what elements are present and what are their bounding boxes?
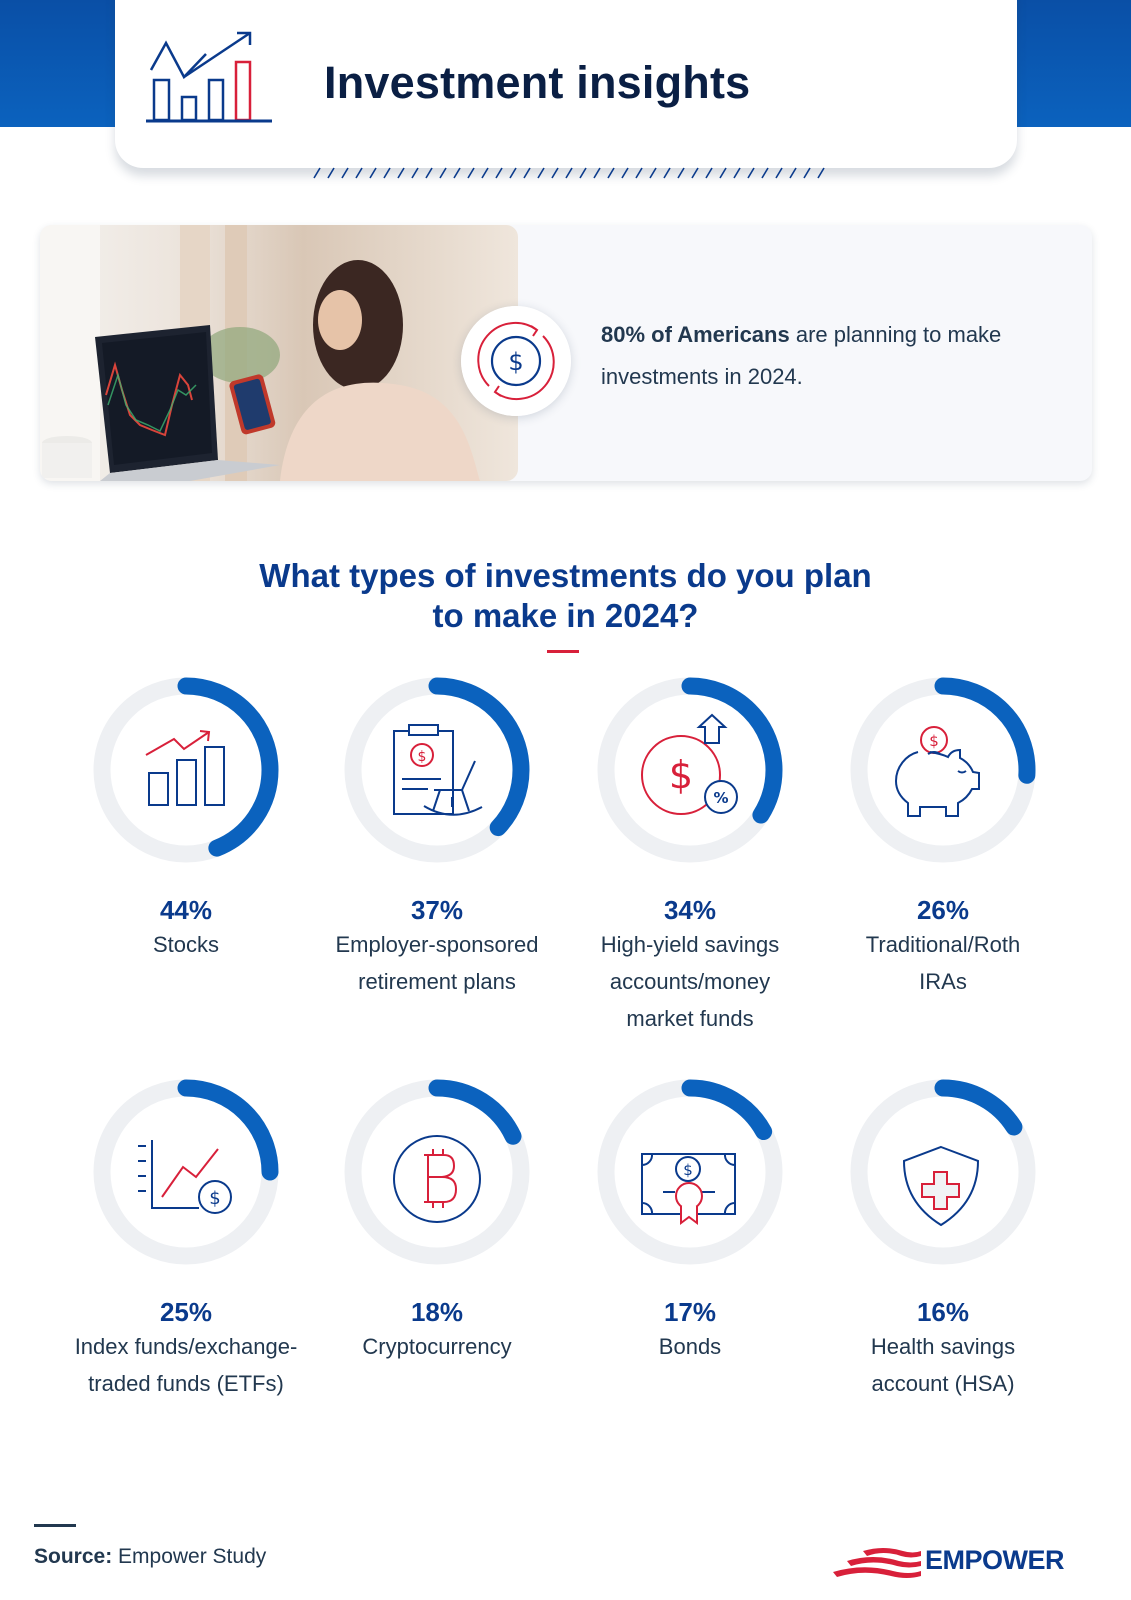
section-title: What types of investments do you plan to…	[0, 556, 1131, 636]
page-title: Investment insights	[324, 57, 751, 108]
bar-chart-growth-icon	[145, 730, 225, 806]
stat-percent: 25%	[159, 1297, 213, 1327]
stat-iras: 26% Traditional/Roth IRAs	[808, 894, 1078, 1000]
savings-interest-icon: $ %	[641, 713, 738, 815]
stat-label: Index funds/exchange-traded funds (ETFs)	[74, 1334, 298, 1396]
section-title-line1: What types of investments do you plan	[259, 557, 872, 594]
brand-name: EMPOWER	[925, 1545, 1065, 1575]
stat-label: High-yield savings accounts/money market…	[600, 932, 780, 1031]
stat-index-funds: 25% Index funds/exchange-traded funds (E…	[51, 1296, 321, 1402]
svg-text:%: %	[713, 789, 728, 807]
stat-percent: 37%	[410, 895, 464, 925]
stat-hsa: 16% Health savings account (HSA)	[808, 1296, 1078, 1402]
title-accent-rule	[547, 650, 579, 653]
hero-stat-bold: 80% of Americans	[601, 322, 790, 347]
stat-ring-high-yield: $ %	[597, 677, 783, 863]
source-value: Empower Study	[112, 1545, 267, 1568]
stat-crypto: 18% Cryptocurrency	[302, 1296, 572, 1365]
bitcoin-icon	[393, 1135, 481, 1223]
stat-ring-stocks	[93, 677, 279, 863]
hero-stat-rest: are planning to make investments in 2024…	[601, 322, 1002, 389]
stat-stocks: 44% Stocks	[51, 894, 321, 963]
stat-ring-crypto	[344, 1079, 530, 1265]
stat-ring-employer-plans: $	[344, 677, 530, 863]
stat-label: Employer-sponsored retirement plans	[335, 932, 539, 994]
svg-text:$: $	[669, 753, 693, 797]
stat-label: Health savings account (HSA)	[870, 1334, 1016, 1396]
stat-label: Stocks	[152, 932, 220, 957]
bond-certificate-icon: $	[641, 1153, 736, 1225]
svg-text:$: $	[209, 1188, 220, 1209]
stat-ring-index-funds: $	[93, 1079, 279, 1265]
stat-percent: 17%	[663, 1297, 717, 1327]
source-label: Source:	[34, 1545, 113, 1568]
svg-text:$: $	[929, 732, 939, 750]
stat-employer-plans: 37% Employer-sponsored retirement plans	[302, 894, 572, 1000]
flag-waves-icon	[833, 1548, 921, 1578]
empower-logo: EMPOWER	[833, 1545, 1093, 1581]
svg-text:$: $	[508, 348, 523, 376]
stat-bonds: 17% Bonds	[555, 1296, 825, 1365]
svg-text:$: $	[418, 749, 427, 765]
stat-label: Bonds	[658, 1334, 722, 1359]
stat-label: Traditional/Roth IRAs	[865, 932, 1021, 994]
svg-text:$: $	[683, 1161, 693, 1179]
source-note: Source: Empower Study	[34, 1545, 266, 1569]
section-title-line2: to make in 2024?	[432, 597, 699, 634]
woman-trading-on-laptop-photo	[40, 225, 518, 481]
header-card	[115, 0, 1017, 168]
footer-rule	[34, 1524, 76, 1527]
piggy-bank-icon: $	[894, 726, 980, 817]
stat-percent: 26%	[916, 895, 970, 925]
stat-percent: 34%	[663, 895, 717, 925]
hero-stat-text: 80% of Americans are planning to make in…	[601, 314, 1041, 398]
bar-chart-trend-icon	[146, 31, 272, 123]
dollar-cycle-icon: $	[461, 306, 571, 416]
health-shield-icon	[902, 1145, 980, 1227]
stat-percent: 18%	[410, 1297, 464, 1327]
stat-high-yield: 34% High-yield savings accounts/money ma…	[555, 894, 825, 1037]
hatch-divider	[313, 167, 825, 179]
stat-ring-iras: $	[850, 677, 1036, 863]
stat-percent: 16%	[916, 1297, 970, 1327]
stat-ring-bonds: $	[597, 1079, 783, 1265]
stat-label: Cryptocurrency	[362, 1334, 512, 1359]
stat-ring-hsa	[850, 1079, 1036, 1265]
stat-percent: 44%	[159, 895, 213, 925]
retirement-plan-icon: $	[393, 724, 483, 816]
index-fund-chart-icon: $	[138, 1140, 232, 1214]
